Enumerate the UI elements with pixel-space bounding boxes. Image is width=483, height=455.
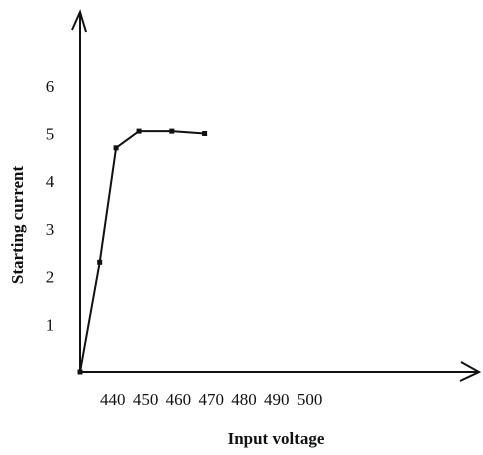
x-tick-label: 500 — [297, 390, 323, 409]
x-tick-label: 490 — [264, 390, 290, 409]
x-tick-label: 480 — [231, 390, 257, 409]
y-tick-label: 6 — [46, 77, 55, 96]
data-point — [169, 128, 175, 134]
x-axis-title: Input voltage — [228, 429, 325, 448]
y-tick-label: 3 — [46, 220, 55, 239]
data-point — [77, 369, 83, 375]
series-line — [79, 130, 205, 373]
y-axis-title: Starting current — [8, 166, 27, 285]
x-tick-label: 450 — [133, 390, 159, 409]
y-axis-arrow — [71, 9, 87, 33]
x-tick-label: 460 — [166, 390, 192, 409]
y-tick-label: 5 — [46, 125, 55, 144]
x-tick-label: 470 — [198, 390, 224, 409]
y-tick-label: 4 — [46, 172, 55, 191]
x-tick-label: 440 — [100, 390, 126, 409]
y-tick-label: 1 — [46, 315, 55, 334]
data-point — [113, 145, 119, 151]
data-point — [202, 131, 208, 136]
data-point — [136, 128, 142, 134]
y-tick-label: 2 — [46, 268, 55, 287]
data-point — [97, 259, 103, 265]
x-axis-arrow — [459, 361, 482, 382]
